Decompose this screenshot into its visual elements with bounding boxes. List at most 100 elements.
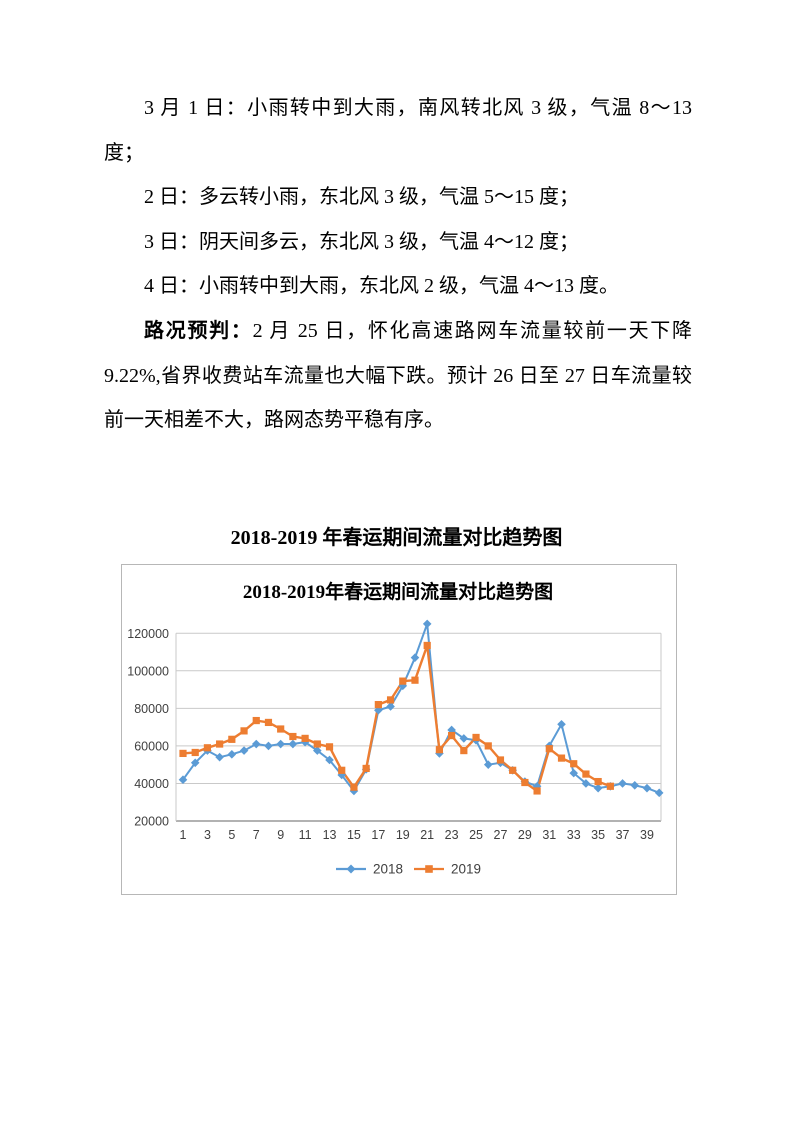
x-tick-label: 15 (347, 828, 361, 842)
data-point-marker-2018 (190, 758, 200, 768)
x-tick-label: 9 (277, 828, 284, 842)
data-point-marker-2019 (411, 676, 419, 684)
data-point-marker-2019 (191, 748, 199, 757)
data-point-marker-2019 (606, 782, 614, 790)
x-tick-label: 21 (420, 828, 434, 842)
data-point-marker-2018 (325, 755, 334, 765)
data-point-marker-2019 (399, 677, 407, 685)
data-point-marker-2018 (459, 734, 469, 743)
data-point-marker-2018 (346, 864, 356, 874)
data-point-marker-2019 (338, 766, 346, 774)
data-point-marker-2018 (618, 779, 627, 788)
data-point-marker-2018 (337, 770, 347, 780)
data-point-marker-2019 (264, 718, 273, 727)
data-point-marker-2018 (447, 725, 456, 735)
data-point-marker-2019 (570, 760, 578, 768)
data-point-marker-2019 (289, 732, 297, 741)
data-point-marker-2019 (496, 756, 505, 764)
x-tick-label: 25 (469, 828, 483, 842)
paragraph-lead: 路况预判： (144, 319, 253, 342)
data-point-marker-2018 (410, 653, 420, 662)
traffic-trend-chart[interactable]: 2018-2019年春运期间流量对比趋势图 20000 40000 60000 800… (121, 564, 677, 895)
data-point-marker-2018 (569, 768, 579, 778)
x-tick-label: 19 (396, 828, 410, 842)
chart-canvas: 2018-2019年春运期间流量对比趋势图 20000 40000 60000 800… (127, 580, 664, 877)
x-tick-label: 31 (542, 828, 556, 842)
legend-label-2018: 2018 (373, 862, 403, 877)
data-point-marker-2019 (533, 787, 541, 795)
data-point-marker-2019 (179, 749, 187, 758)
data-point-marker-2018 (251, 739, 261, 749)
data-point-marker-2018 (483, 760, 493, 769)
x-tick-label: 33 (567, 828, 581, 842)
y-tick-label: 100000 (127, 664, 169, 678)
data-point-marker-2019 (460, 746, 468, 755)
data-point-marker-2019 (509, 766, 517, 774)
data-point-marker-2019 (203, 744, 212, 752)
data-point-marker-2019 (521, 778, 529, 787)
data-point-marker-2019 (374, 700, 382, 709)
data-point-marker-2019 (350, 783, 358, 791)
data-point-marker-2018 (581, 779, 591, 788)
data-point-marker-2019 (277, 725, 285, 733)
x-tick-label: 17 (371, 828, 385, 842)
data-point-marker-2018 (557, 720, 566, 729)
x-tick-label: 23 (445, 828, 459, 842)
x-tick-label: 29 (518, 828, 532, 842)
data-point-marker-2019 (448, 731, 456, 740)
data-point-marker-2019 (425, 865, 433, 873)
paragraph: 路况预判：2 月 25 日，怀化高速路网车流量较前一天下降 9.22%,省界收费… (104, 319, 693, 432)
data-point-marker-2018 (642, 783, 652, 793)
x-tick-label: 3 (204, 828, 211, 842)
data-point-marker-2018 (276, 739, 285, 749)
data-point-marker-2019 (252, 716, 260, 725)
x-tick-label: 11 (299, 828, 312, 842)
data-point-marker-2018 (593, 783, 603, 793)
data-point-marker-2018 (264, 741, 273, 751)
x-tick-label: 1 (180, 828, 187, 842)
x-tick-label: 35 (591, 828, 605, 842)
data-point-marker-2018 (630, 781, 640, 790)
data-point-marker-2019 (435, 746, 444, 754)
data-point-marker-2018 (435, 749, 444, 758)
data-point-marker-2019 (325, 743, 334, 751)
data-point-marker-2019 (228, 735, 236, 743)
paragraph: 4 日：小雨转中到大雨，东北风 2 级，气温 4～13 度。 (144, 275, 619, 298)
y-tick-label: 80000 (134, 702, 169, 716)
y-tick-label: 20000 (134, 815, 169, 829)
data-point-marker-2019 (557, 754, 566, 762)
series-line-2019 (182, 645, 611, 793)
y-tick-label: 60000 (134, 739, 169, 753)
data-point-marker-2018 (178, 775, 188, 784)
x-tick-label: 7 (253, 828, 260, 842)
x-tick-label: 27 (494, 828, 508, 842)
data-point-marker-2019 (362, 764, 370, 773)
data-point-marker-2018 (288, 739, 298, 749)
data-point-marker-2019 (216, 740, 224, 748)
chart-caption: 2018-2019 年春运期间流量对比趋势图 (230, 527, 563, 549)
data-point-marker-2018 (654, 788, 664, 798)
data-point-marker-2019 (594, 777, 602, 786)
paragraph: 2 日：多云转小雨，东北风 3 级，气温 5～15 度； (144, 186, 579, 209)
paragraph: 3 月 1 日：小雨转中到大雨，南风转北风 3 级，气温 8～13 度； (104, 97, 692, 164)
data-point-marker-2019 (582, 770, 590, 778)
x-tick-label: 37 (616, 828, 630, 842)
data-point-marker-2018 (386, 702, 395, 711)
data-point-marker-2019 (484, 742, 492, 750)
data-point-marker-2019 (386, 696, 395, 704)
data-point-marker-2018 (239, 746, 249, 755)
data-point-marker-2019 (472, 733, 480, 742)
data-point-marker-2019 (313, 740, 321, 748)
data-point-marker-2018 (215, 752, 224, 762)
data-point-marker-2019 (423, 641, 431, 650)
x-tick-label: 13 (323, 828, 337, 842)
x-tick-label: 39 (640, 828, 654, 842)
data-point-marker-2019 (545, 745, 553, 753)
legend-label-2019: 2019 (451, 862, 481, 877)
data-point-marker-2018 (422, 619, 432, 629)
chart-title: 2018-2019年春运期间流量对比趋势图 (243, 580, 553, 603)
body-text: 3 月 1 日：小雨转中到大雨，南风转北风 3 级，气温 8～13 度； 2 日：… (104, 86, 692, 443)
data-point-marker-2018 (374, 705, 383, 715)
y-tick-label: 40000 (134, 777, 169, 791)
